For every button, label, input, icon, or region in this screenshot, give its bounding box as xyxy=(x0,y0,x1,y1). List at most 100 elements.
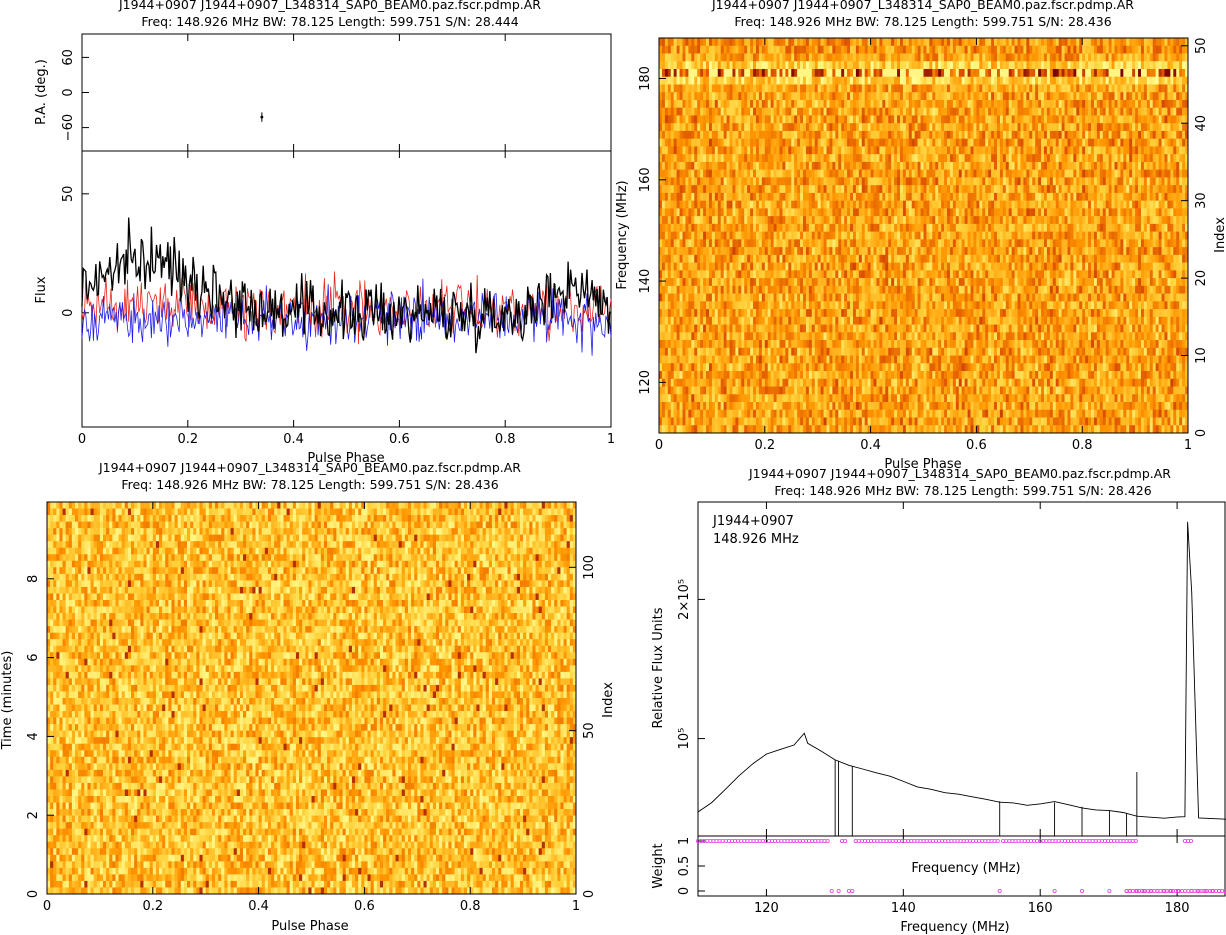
fp-cell xyxy=(785,161,789,170)
fp-cell xyxy=(755,239,760,248)
fp-cell xyxy=(661,200,666,209)
fp-cell xyxy=(1099,154,1104,163)
fp-cell xyxy=(758,216,763,225)
fp-cell xyxy=(923,84,927,93)
fp-cell xyxy=(814,45,818,54)
fp-cell xyxy=(1064,169,1068,178)
fp-cell xyxy=(817,161,821,170)
fp-cell xyxy=(682,68,686,78)
fp-cell xyxy=(920,68,924,78)
fp-cell xyxy=(867,154,871,163)
fp-cell xyxy=(735,99,739,109)
fp-cell xyxy=(923,115,927,124)
fp-cell xyxy=(1164,38,1168,47)
fp-cell xyxy=(1014,68,1018,78)
fp-cell xyxy=(750,231,754,240)
fp-cell xyxy=(808,84,813,93)
fp-cell xyxy=(1164,53,1168,62)
fp-cell xyxy=(829,76,833,85)
fp-cell xyxy=(855,130,860,139)
fp-cell xyxy=(850,200,854,209)
fp-cell xyxy=(747,76,751,85)
fp-cell xyxy=(717,68,722,78)
fp-cell xyxy=(829,247,833,256)
fp-cell xyxy=(1026,123,1030,132)
fp-cell xyxy=(999,84,1004,93)
fp-cell xyxy=(758,161,763,170)
fp-cell xyxy=(873,146,877,155)
fp-cell xyxy=(891,53,895,62)
fp-cell xyxy=(788,185,792,194)
fp-cell xyxy=(700,115,704,124)
fp-cell xyxy=(929,92,933,101)
fp-cell xyxy=(755,177,760,186)
fp-cell xyxy=(1135,130,1139,139)
fp-cell xyxy=(773,169,777,178)
fp-cell xyxy=(729,115,733,124)
fp-cell xyxy=(805,200,810,209)
fp-cell xyxy=(1085,107,1089,116)
fp-cell xyxy=(996,68,1001,78)
fp-cell xyxy=(723,247,727,256)
fp-cell xyxy=(755,200,760,209)
fp-cell xyxy=(1140,115,1145,124)
fp-cell xyxy=(1014,223,1018,232)
fp-cell xyxy=(976,169,980,178)
fp-cell xyxy=(708,169,713,178)
fp-cell xyxy=(917,216,921,225)
fp-cell xyxy=(1167,53,1171,62)
fp-cell xyxy=(1058,38,1062,47)
fp-cell xyxy=(897,192,901,201)
fp-cell xyxy=(814,84,818,93)
fp-cell xyxy=(805,192,810,201)
fp-cell xyxy=(1091,68,1095,78)
fp-cell xyxy=(785,130,789,139)
fp-cell xyxy=(1061,68,1065,78)
fp-cell xyxy=(932,231,936,240)
fp-cell xyxy=(1143,61,1148,70)
fp-cell xyxy=(1185,138,1189,147)
fp-cell xyxy=(891,146,895,155)
fp-cell xyxy=(841,138,845,147)
fp-cell xyxy=(706,92,710,101)
fp-cell xyxy=(1023,99,1027,109)
fp-cell xyxy=(841,192,845,201)
fp-cell xyxy=(788,239,792,248)
fp-cell xyxy=(679,92,683,101)
fp-cell xyxy=(741,53,745,62)
fp-cell xyxy=(1049,53,1054,62)
fp-cell xyxy=(1032,84,1036,93)
fp-cell xyxy=(735,192,739,201)
fp-cell xyxy=(1114,107,1118,116)
fp-cell xyxy=(711,107,716,116)
fp-cell xyxy=(1011,76,1015,85)
fp-cell xyxy=(691,45,695,54)
fp-cell xyxy=(720,216,724,225)
fp-cell xyxy=(888,247,892,256)
fp-cell xyxy=(988,92,992,101)
fp-cell xyxy=(688,107,692,116)
fp-cell xyxy=(1158,169,1162,178)
fp-cell xyxy=(1173,68,1177,78)
fp-cell xyxy=(744,115,748,124)
fp-cell xyxy=(814,208,818,217)
fp-cell xyxy=(1102,185,1107,194)
fp-cell xyxy=(1008,45,1012,54)
fp-cell xyxy=(664,76,669,85)
fp-cell xyxy=(1167,123,1171,132)
fp-cell xyxy=(1032,200,1036,209)
fp-cell xyxy=(844,84,848,93)
fp-cell xyxy=(1114,216,1118,225)
fp-cell xyxy=(1093,99,1098,109)
fp-cell xyxy=(935,177,939,186)
fp-cell xyxy=(1093,76,1098,85)
fp-cell xyxy=(888,99,892,109)
fp-cell xyxy=(952,53,957,62)
fp-cell xyxy=(770,84,774,93)
fp-cell xyxy=(1182,53,1186,62)
fp-cell xyxy=(1082,138,1086,147)
fp-cell xyxy=(773,146,777,155)
fp-cell xyxy=(726,239,730,248)
fp-cell xyxy=(1082,200,1086,209)
fp-cell xyxy=(1085,99,1089,109)
